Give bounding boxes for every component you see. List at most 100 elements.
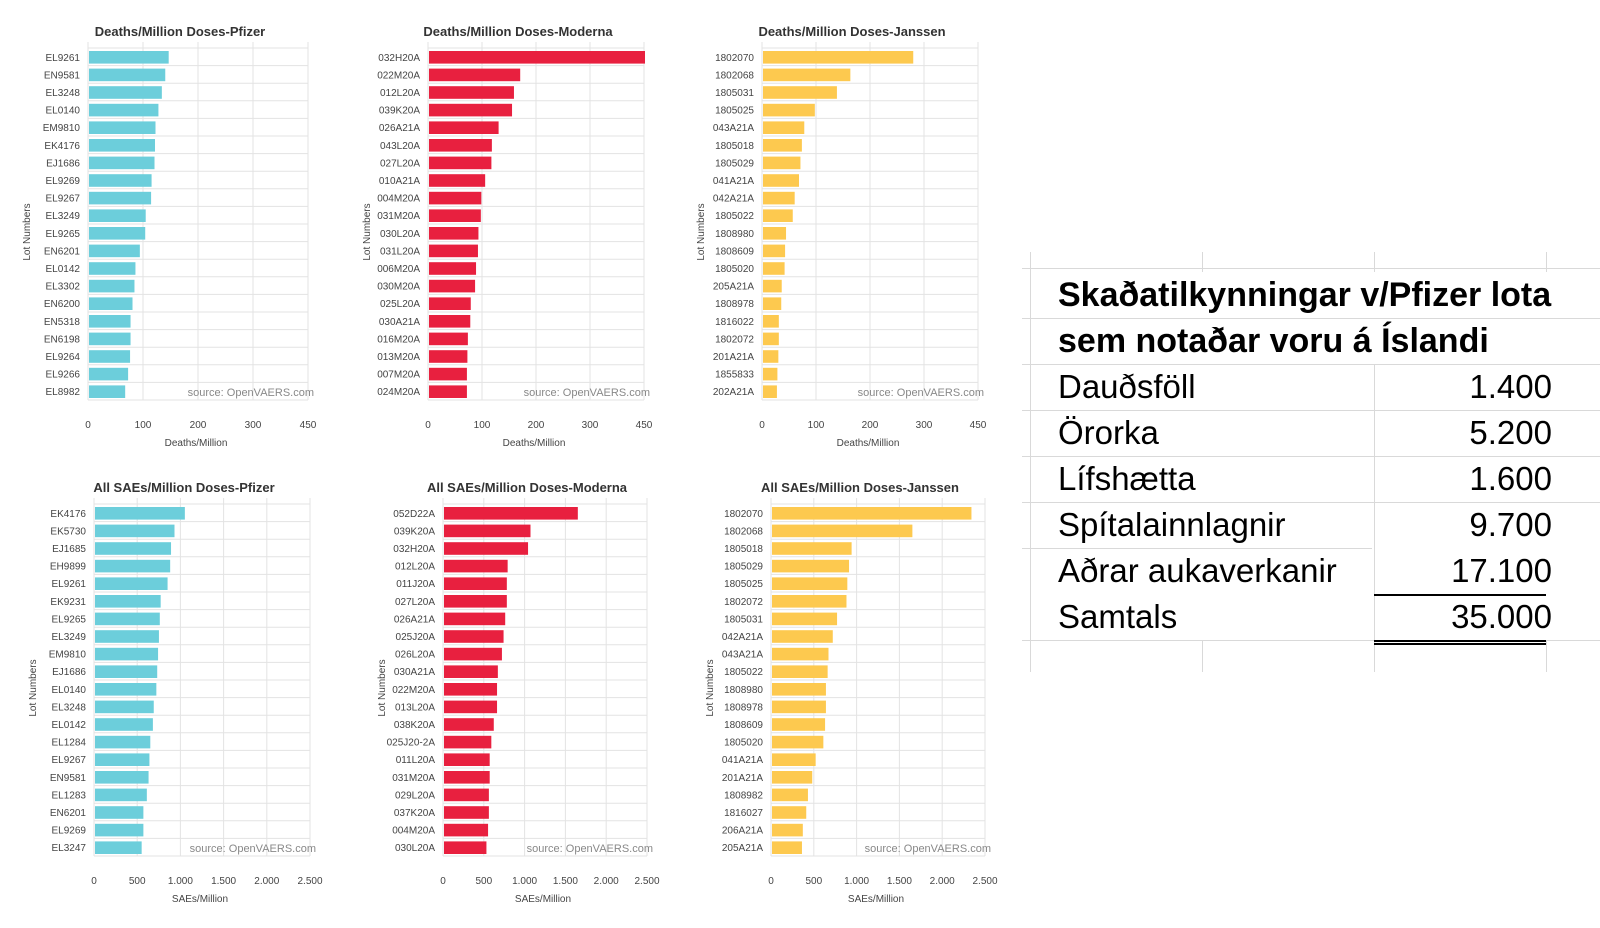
bar (429, 262, 477, 275)
category-label: 1808978 (724, 702, 763, 713)
category-label: 039K20A (379, 106, 420, 117)
bar (444, 577, 507, 590)
chart-title: Deaths/Million Doses-Pfizer (95, 24, 265, 39)
bar (89, 174, 152, 187)
category-label: 026A21A (379, 123, 420, 134)
bar (763, 103, 815, 117)
bar (444, 595, 507, 608)
category-label: EH9899 (50, 562, 87, 573)
category-label: 031L20A (380, 246, 420, 257)
x-tick-label: 2.500 (297, 876, 322, 887)
x-tick-label: 450 (970, 420, 987, 431)
bar (772, 753, 816, 766)
x-tick-label: 2.000 (254, 876, 279, 887)
category-label: 1805020 (724, 738, 763, 749)
category-label: 1805022 (724, 667, 763, 678)
x-axis-label: SAEs/Million (172, 894, 228, 905)
bar (763, 156, 801, 170)
bar (763, 332, 779, 346)
bar (444, 788, 489, 802)
category-label: 205A21A (722, 843, 763, 854)
bar (444, 559, 508, 573)
x-tick-label: 300 (245, 420, 262, 431)
bar (763, 350, 779, 363)
bar (429, 86, 514, 99)
y-axis-label: Lot Numbers (696, 203, 707, 260)
bar (89, 332, 131, 346)
x-tick-label: 200 (528, 420, 545, 431)
chart-saes-moderna: All SAEs/Million Doses-Moderna 052D22A 039… (0, 472, 660, 922)
category-label: 1802072 (715, 334, 754, 345)
x-tick-label: 0 (440, 876, 446, 887)
bar (429, 121, 499, 134)
bar (763, 174, 799, 187)
summary-row-label: Lífshætta (1058, 460, 1196, 497)
bar (95, 683, 157, 696)
total-double-underline (1374, 640, 1546, 645)
x-axis-label: Deaths/Million (837, 438, 900, 449)
category-label: 201A21A (713, 352, 754, 363)
bar (429, 297, 471, 310)
bar (95, 612, 160, 626)
bar (763, 227, 787, 240)
x-tick-label: 500 (805, 876, 822, 887)
category-label: 1808982 (724, 790, 763, 801)
chart-svg: Deaths/Million Doses-Janssen 1802070 18020… (696, 24, 987, 449)
summary-row-label: Aðrar aukaverkanir (1058, 552, 1337, 589)
category-label: 1816022 (715, 317, 754, 328)
category-label: 022M20A (377, 70, 420, 81)
bar (444, 630, 504, 643)
bar (89, 103, 159, 117)
category-label: 1808609 (724, 720, 763, 731)
chart-deaths-moderna: Deaths/Million Doses-Moderna 032H20A 022M2… (0, 16, 653, 466)
bar (89, 156, 155, 170)
chart-title: All SAEs/Million Doses-Moderna (427, 480, 628, 495)
summary-row-value: 1.400 (1469, 368, 1552, 405)
bar (772, 542, 852, 555)
category-label: 043A21A (713, 123, 754, 134)
category-label: EL9265 (46, 229, 81, 240)
category-label: EL9264 (46, 352, 81, 363)
category-label: 052D22A (393, 509, 435, 520)
category-label: EL3302 (46, 282, 81, 293)
bar (95, 542, 172, 555)
bar (763, 68, 851, 82)
summary-row-value: 1.600 (1469, 460, 1552, 497)
bar (89, 86, 162, 99)
bar (95, 718, 153, 731)
chart-deaths-pfizer: Deaths/Million Doses-Pfizer EL9261 EN9581 E… (14, 16, 324, 466)
bar (95, 507, 185, 520)
bar (772, 577, 848, 590)
bar (429, 156, 492, 170)
category-label: EL0142 (52, 720, 87, 731)
category-label: EL3249 (46, 211, 81, 222)
bar (763, 367, 778, 381)
bar (95, 700, 154, 714)
chart-svg: All SAEs/Million Doses-Janssen 1802070 180… (705, 480, 998, 905)
bar (772, 524, 913, 538)
category-label: 1802070 (724, 509, 763, 520)
y-axis-label: Lot Numbers (22, 203, 33, 260)
category-label: 022M20A (392, 685, 435, 696)
category-label: 027L20A (380, 158, 420, 169)
category-label: 1805029 (724, 562, 763, 573)
category-label: EL9267 (46, 194, 81, 205)
category-label: 041A21A (722, 755, 763, 766)
bar (444, 647, 502, 661)
bar (89, 367, 129, 381)
summary-row-label: Örorka (1058, 414, 1159, 451)
bar (95, 753, 150, 766)
category-label: 024M20A (377, 387, 420, 398)
bar (763, 139, 802, 152)
bar (772, 665, 828, 678)
chart-title: Deaths/Million Doses-Moderna (423, 24, 613, 39)
category-label: EK9231 (50, 597, 86, 608)
category-label: EL0140 (52, 685, 87, 696)
bar (763, 297, 782, 310)
category-label: EN9581 (50, 773, 87, 784)
category-label: EL9267 (52, 755, 87, 766)
bar (444, 735, 492, 749)
bar (89, 279, 135, 293)
bar (95, 823, 144, 837)
bar (772, 700, 826, 714)
